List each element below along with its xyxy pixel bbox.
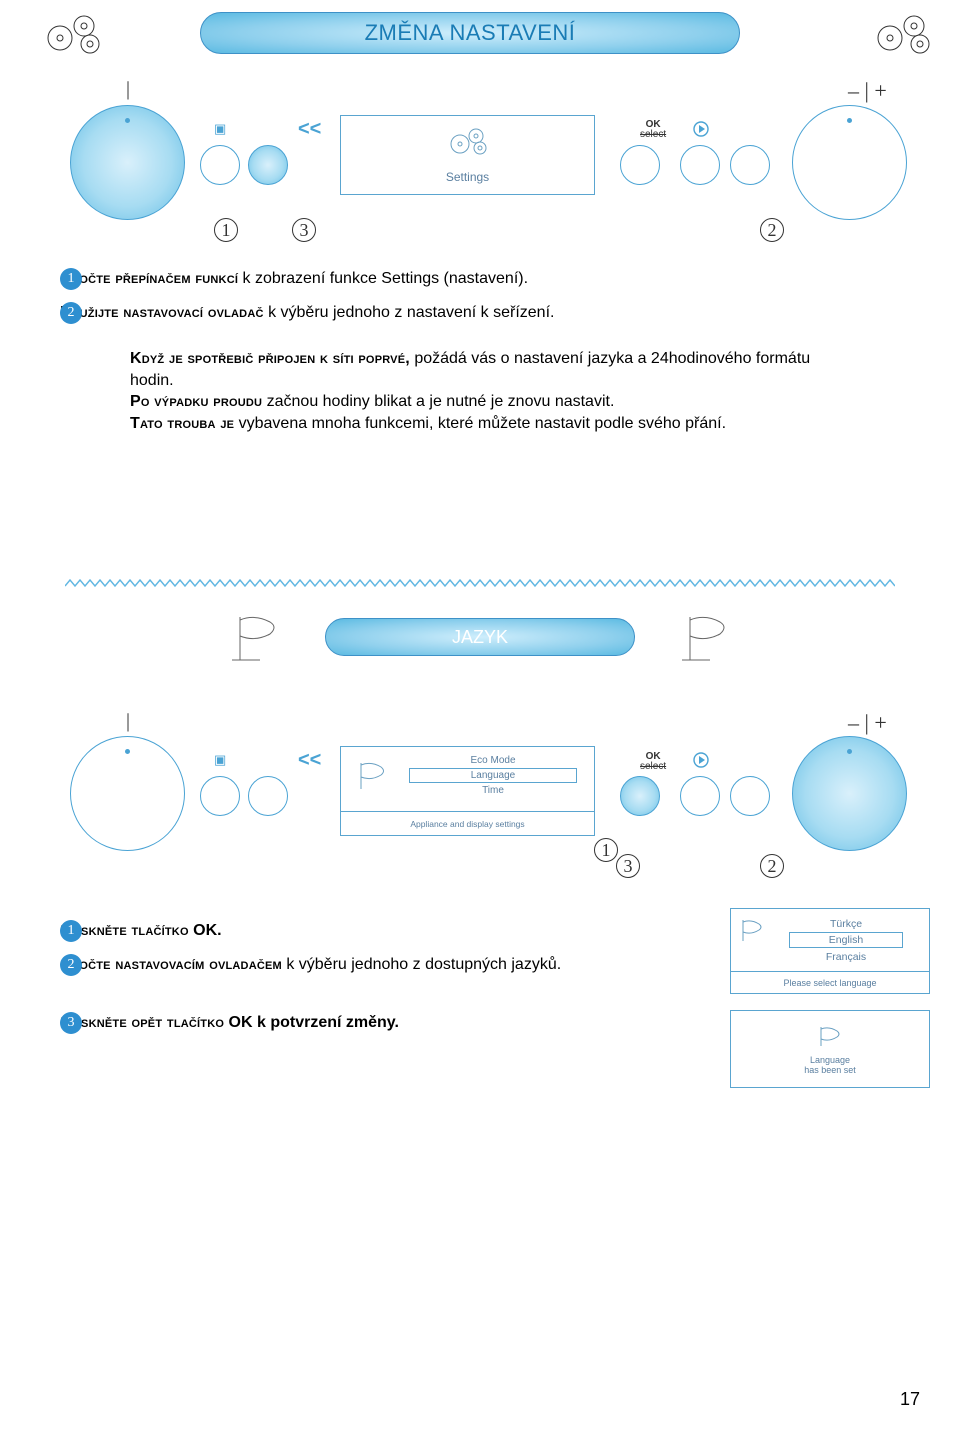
step-text: Stiskněte tlačítko OK. xyxy=(60,920,222,942)
back-icon: << xyxy=(298,749,321,772)
stop-button[interactable] xyxy=(200,776,240,816)
page-number: 17 xyxy=(900,1389,920,1410)
callout-badge-1: 1 xyxy=(214,218,238,242)
stop-icon: ▣ xyxy=(214,121,226,137)
flag-icon xyxy=(737,917,767,950)
start-button[interactable] xyxy=(680,145,720,185)
function-knob[interactable] xyxy=(70,105,185,220)
step-text: Použijte nastavovací ovladač k výběru je… xyxy=(60,302,554,324)
step-badge: 2 xyxy=(60,302,82,324)
gear-icon xyxy=(870,10,940,63)
callout-badge-3: 3 xyxy=(292,218,316,242)
back-icon: << xyxy=(298,118,321,141)
page-title: ZMĚNA NASTAVENÍ xyxy=(200,12,740,54)
panel-caption: Please select language xyxy=(731,978,929,988)
flag-icon xyxy=(680,612,740,667)
menu-item-selected: Language xyxy=(409,768,577,783)
display-label: Settings xyxy=(341,170,594,184)
plus-minus-scale: – | + xyxy=(848,710,887,736)
callout-badge-3: 3 xyxy=(616,854,640,878)
aux-button[interactable] xyxy=(730,776,770,816)
lang-option: Türkçe xyxy=(789,917,903,931)
start-button[interactable] xyxy=(680,776,720,816)
ok-button[interactable] xyxy=(620,145,660,185)
play-icon xyxy=(693,752,709,771)
lang-option-selected: English xyxy=(789,932,903,948)
menu-item: Time xyxy=(409,784,577,797)
step-badge: 1 xyxy=(60,920,82,942)
setting-knob[interactable] xyxy=(792,105,907,220)
confirm-line: has been set xyxy=(804,1065,856,1075)
play-icon xyxy=(693,121,709,140)
display-panel: Settings xyxy=(340,115,595,195)
stop-button[interactable] xyxy=(200,145,240,185)
menu-item: Eco Mode xyxy=(409,754,577,767)
gear-icon xyxy=(446,124,492,163)
menu-caption: Appliance and display settings xyxy=(341,819,594,829)
display-panel: Eco Mode Language Time Appliance and dis… xyxy=(340,746,595,836)
callout-badge-2: 2 xyxy=(760,218,784,242)
step-badge: 3 xyxy=(60,1012,82,1034)
section-title: JAZYK xyxy=(325,618,635,656)
small-knob[interactable] xyxy=(248,145,288,185)
stop-icon: ▣ xyxy=(214,752,226,768)
step-text: Otočte přepínačem funkcí k zobrazení fun… xyxy=(60,268,528,290)
step-text: Otočte nastavovacím ovladačem k výběru j… xyxy=(60,954,561,976)
step-badge: 2 xyxy=(60,954,82,976)
aux-button[interactable] xyxy=(730,145,770,185)
gear-icon xyxy=(40,10,110,63)
ok-select-label: OK select xyxy=(640,752,666,772)
info-paragraph: Když je spotřebič připojen k síti poprvé… xyxy=(130,348,830,434)
plus-minus-scale: – | + xyxy=(848,78,887,104)
lang-option: Français xyxy=(789,950,903,964)
ok-select-label: OK select xyxy=(640,120,666,140)
language-select-panel: Türkçe English Français Please select la… xyxy=(730,908,930,994)
callout-badge-1: 1 xyxy=(594,838,618,862)
flag-icon xyxy=(353,759,391,798)
callout-badge-2: 2 xyxy=(760,854,784,878)
scale-mark: | xyxy=(126,78,130,101)
separator xyxy=(65,575,895,585)
small-knob[interactable] xyxy=(248,776,288,816)
flag-icon xyxy=(230,612,290,667)
flag-icon xyxy=(815,1024,845,1055)
language-set-panel: Language has been set xyxy=(730,1010,930,1088)
ok-button[interactable] xyxy=(620,776,660,816)
function-knob[interactable] xyxy=(70,736,185,851)
setting-knob[interactable] xyxy=(792,736,907,851)
step-badge: 1 xyxy=(60,268,82,290)
step-text: Stiskněte opět tlačítko OK k potvrzení z… xyxy=(60,1012,399,1034)
confirm-line: Language xyxy=(810,1055,850,1065)
scale-mark: | xyxy=(126,710,130,733)
